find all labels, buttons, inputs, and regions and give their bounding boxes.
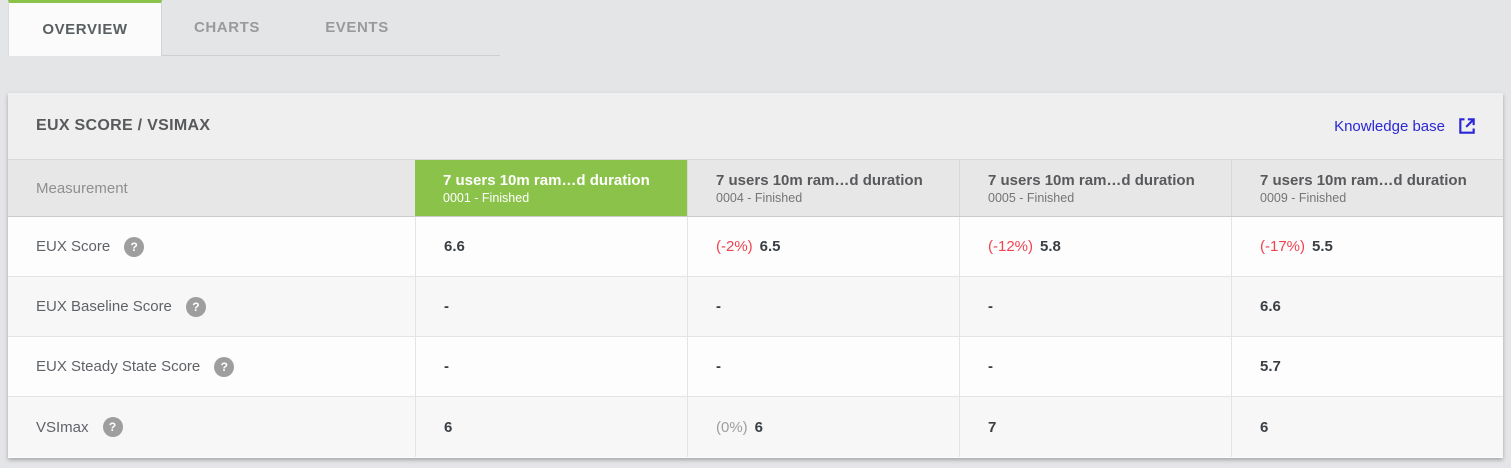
tab-charts[interactable]: CHARTS	[162, 0, 292, 55]
value-cell: (0%) 6	[687, 397, 959, 457]
delta-value: (-12%)	[988, 238, 1034, 255]
value-cell: -	[959, 277, 1231, 336]
metric-value: 6	[754, 418, 764, 436]
value-cell: -	[687, 337, 959, 396]
tab-overview-label: OVERVIEW	[42, 21, 128, 38]
value-cell: 6	[1231, 397, 1503, 457]
test-column-header-0009[interactable]: 7 users 10m ram…d duration 0009 - Finish…	[1231, 160, 1503, 216]
metric-value: 6	[444, 418, 453, 436]
test-column-header-0004[interactable]: 7 users 10m ram…d duration 0004 - Finish…	[687, 160, 959, 216]
row-label: EUX Steady State Score	[36, 358, 201, 375]
table-row-eux-baseline-score: EUX Baseline Score ? - - - 6.6	[8, 277, 1503, 337]
metric-value: -	[716, 358, 721, 375]
test-column-header-0001[interactable]: 7 users 10m ram…d duration 0001 - Finish…	[415, 160, 687, 216]
eux-score-panel: EUX SCORE / VSIMAX Knowledge base Measur…	[8, 93, 1503, 458]
external-link-icon	[1457, 116, 1477, 136]
table-body: EUX Score ? 6.6 (-2%) 6.5 (-12%) 5.8 (-1…	[8, 217, 1503, 457]
help-icon[interactable]: ?	[214, 356, 235, 377]
value-cell: (-17%) 5.5	[1231, 217, 1503, 276]
metric-value: 6	[1260, 418, 1269, 436]
test-title: 7 users 10m ram…d duration	[988, 171, 1195, 189]
tab-events-label: EVENTS	[325, 19, 389, 36]
delta-value: (-17%)	[1260, 238, 1306, 255]
metric-value: -	[988, 298, 993, 315]
knowledge-base-label: Knowledge base	[1334, 117, 1445, 135]
value-cell: 6	[415, 397, 687, 457]
value-cell: (-12%) 5.8	[959, 217, 1231, 276]
help-icon[interactable]: ?	[102, 417, 123, 437]
row-label-cell: EUX Score ?	[8, 217, 415, 276]
row-label: EUX Score	[36, 238, 111, 255]
delta-value: (-2%)	[716, 238, 753, 255]
test-title: 7 users 10m ram…d duration	[443, 171, 650, 189]
value-cell: 6.6	[415, 217, 687, 276]
value-cell: -	[687, 277, 959, 336]
metric-value: 6.6	[1260, 298, 1281, 315]
value-cell: 7	[959, 397, 1231, 457]
measurement-column-header: Measurement	[36, 179, 128, 197]
metric-value: 5.5	[1312, 238, 1333, 255]
metric-value: 7	[988, 418, 997, 436]
row-label: EUX Baseline Score	[36, 298, 172, 315]
test-status: 0001 - Finished	[443, 190, 530, 205]
test-column-header-0005[interactable]: 7 users 10m ram…d duration 0005 - Finish…	[959, 160, 1231, 216]
metric-value: 6.6	[444, 238, 465, 255]
test-status: 0009 - Finished	[1260, 190, 1347, 205]
table-row-eux-score: EUX Score ? 6.6 (-2%) 6.5 (-12%) 5.8 (-1…	[8, 217, 1503, 277]
metric-value: -	[988, 358, 993, 375]
row-label: VSImax	[36, 418, 89, 436]
table-row-vsimax: VSImax ? 6 (0%) 6 7 6	[8, 397, 1503, 457]
value-cell: -	[959, 337, 1231, 396]
test-title: 7 users 10m ram…d duration	[1260, 171, 1467, 189]
value-cell: -	[415, 337, 687, 396]
tab-bar: OVERVIEW CHARTS EVENTS	[8, 0, 500, 56]
test-status: 0004 - Finished	[716, 190, 803, 205]
test-title: 7 users 10m ram…d duration	[716, 171, 923, 189]
value-cell: -	[415, 277, 687, 336]
value-cell: 5.7	[1231, 337, 1503, 396]
value-cell: 6.6	[1231, 277, 1503, 336]
metric-value: -	[716, 298, 721, 315]
metric-value: 5.8	[1040, 238, 1061, 255]
row-label-cell: VSImax ?	[8, 397, 415, 457]
tab-overview[interactable]: OVERVIEW	[8, 0, 162, 56]
value-cell: (-2%) 6.5	[687, 217, 959, 276]
tab-charts-label: CHARTS	[193, 19, 261, 36]
table-header-row: Measurement 7 users 10m ram…d duration 0…	[8, 160, 1503, 217]
test-status: 0005 - Finished	[988, 190, 1075, 205]
row-label-cell: EUX Baseline Score ?	[8, 277, 415, 336]
metric-value: 5.7	[1260, 358, 1281, 375]
help-icon[interactable]: ?	[124, 236, 145, 257]
table-row-eux-steady-state-score: EUX Steady State Score ? - - - 5.7	[8, 337, 1503, 397]
row-label-cell: EUX Steady State Score ?	[8, 337, 415, 396]
metric-value: -	[444, 358, 449, 375]
delta-value: (0%)	[716, 418, 748, 436]
help-icon[interactable]: ?	[185, 296, 206, 317]
knowledge-base-link[interactable]: Knowledge base	[1334, 116, 1477, 136]
metric-value: -	[444, 298, 449, 315]
panel-title: EUX SCORE / VSIMAX	[36, 117, 211, 134]
metric-value: 6.5	[759, 238, 781, 255]
tab-events[interactable]: EVENTS	[292, 0, 422, 55]
panel-header: EUX SCORE / VSIMAX Knowledge base	[8, 93, 1503, 160]
